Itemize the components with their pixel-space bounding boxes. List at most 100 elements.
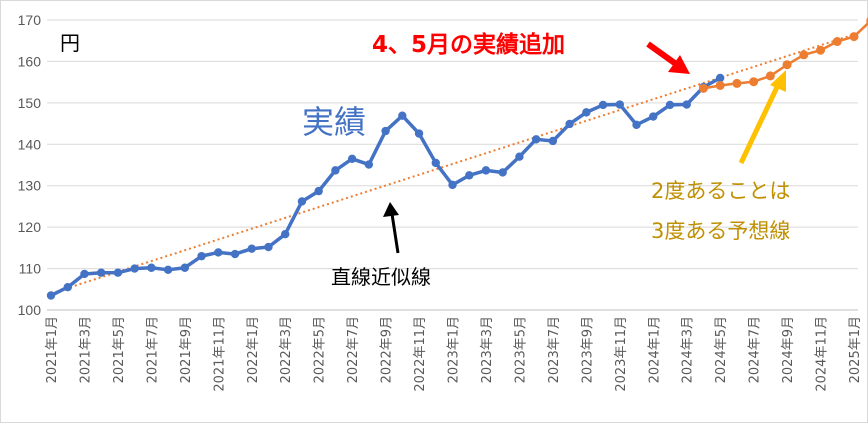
actual-series-point: [448, 180, 457, 190]
x-tick-label: 2021年7月: [145, 316, 160, 383]
actual-series-point: [565, 119, 574, 129]
annotations: 円 実績 4、5月の実績追加 直線近似線 2度あることは 3度ある予想線: [60, 31, 790, 289]
actual-series-point: [682, 100, 691, 109]
actual-series-point: [364, 160, 374, 169]
actual-series-point: [465, 171, 474, 180]
actual-series-point: [649, 112, 658, 121]
y-tick-label: 110: [19, 261, 42, 277]
x-tick-label: 2023年11月: [614, 316, 629, 392]
actual-series-point: [163, 265, 173, 275]
x-tick-label: 2021年3月: [78, 316, 93, 383]
unit-label: 円: [60, 33, 80, 55]
x-tick-label: 2024年7月: [748, 316, 763, 383]
actual-series-point: [665, 100, 675, 110]
actual-series-point: [46, 291, 56, 300]
x-tick-label: 2021年5月: [112, 316, 127, 383]
actual-series-point: [598, 100, 608, 110]
trendline-arrow: [383, 202, 400, 254]
x-tick-label: 2023年3月: [480, 316, 495, 383]
actual-series-point: [214, 248, 223, 257]
x-tick-label: 2022年3月: [279, 316, 294, 383]
forecast-arrow: [738, 70, 786, 165]
actual-series-point: [582, 108, 591, 117]
actual-series-point: [230, 249, 240, 259]
actual-series-point: [96, 268, 106, 277]
actual-series-point: [548, 136, 558, 146]
added-data-label: 4、5月の実績追加: [372, 31, 565, 58]
x-tick-label: 2024年5月: [714, 316, 729, 383]
added-series-point: [816, 45, 826, 55]
actual-series-point: [197, 251, 206, 261]
series-layer: [46, 17, 868, 300]
actual-series-point: [180, 263, 190, 272]
added-series-point: [799, 50, 809, 60]
x-tick-label: 2023年1月: [447, 316, 462, 383]
added-series-point: [732, 78, 742, 88]
x-tick-label: 2024年1月: [647, 316, 662, 383]
actual-series-point: [347, 154, 357, 163]
x-tick-label: 2021年11月: [212, 316, 227, 392]
x-tick-label: 2022年11月: [413, 316, 428, 392]
actual-series-point: [515, 152, 524, 161]
actual-series-point: [130, 264, 139, 273]
actual-series-point: [113, 268, 123, 277]
actual-series-point: [615, 100, 624, 109]
y-tick-label: 130: [18, 178, 42, 194]
actual-series-point: [247, 244, 256, 253]
trendline: [50, 33, 855, 295]
actual-series-point: [80, 269, 89, 279]
actual-series-point: [498, 168, 507, 177]
added-data-arrow: [646, 41, 690, 74]
actual-series-point: [264, 242, 273, 252]
actual-series-point: [281, 229, 290, 239]
actual-series-point: [63, 283, 72, 292]
y-tick-label: 160: [18, 53, 42, 69]
x-tick-label: 2022年7月: [346, 316, 361, 383]
y-tick-label: 140: [18, 136, 42, 152]
x-axis-ticks: 2021年1月 2021年3月 2021年5月 2021年7月 2021年9月 2021年…: [45, 316, 863, 392]
x-tick-label: 2025年1月: [848, 316, 863, 383]
actual-series-point: [715, 73, 725, 83]
actual-series-point: [398, 111, 407, 120]
added-series-point: [832, 37, 842, 47]
forecast-label-line1: 2度あることは: [651, 179, 790, 203]
added-series-point: [782, 60, 792, 70]
actual-series-point: [414, 129, 424, 138]
forecast-label-line2: 3度ある予想線: [651, 219, 790, 243]
x-tick-label: 2022年5月: [313, 316, 328, 383]
added-series-point: [765, 71, 775, 81]
y-tick-label: 170: [18, 12, 42, 28]
actual-series-point: [381, 126, 390, 136]
actual-series-point: [632, 120, 641, 130]
x-tick-label: 2023年9月: [580, 316, 595, 383]
actual-series-point: [297, 197, 307, 206]
y-tick-label: 100: [18, 302, 42, 318]
actual-series-point: [431, 158, 440, 168]
x-tick-label: 2024年11月: [815, 316, 830, 392]
x-tick-label: 2024年9月: [781, 316, 796, 383]
actual-series-point: [481, 166, 491, 175]
actual-series-point: [147, 263, 156, 272]
trendline-label: 直線近似線: [331, 265, 431, 289]
y-axis-ticks: 100 110 120 130 140 150 160 170: [18, 12, 42, 318]
trendline-layer: [50, 33, 855, 295]
x-tick-label: 2021年1月: [45, 316, 60, 383]
actual-series-point: [531, 135, 541, 144]
actual-series-label: 実績: [302, 103, 366, 141]
x-tick-label: 2021年9月: [179, 316, 194, 383]
added-series-point: [715, 80, 725, 90]
x-tick-label: 2023年5月: [513, 316, 528, 383]
actual-series-point: [314, 186, 323, 196]
y-tick-label: 150: [18, 95, 42, 111]
x-tick-label: 2022年9月: [380, 316, 395, 383]
x-tick-label: 2024年3月: [681, 316, 696, 383]
y-tick-label: 120: [18, 219, 42, 235]
x-tick-label: 2022年1月: [246, 316, 261, 383]
actual-series-point: [331, 166, 340, 175]
added-series-point: [849, 32, 859, 42]
x-tick-label: 2023年7月: [547, 316, 562, 383]
added-series-point: [749, 77, 759, 87]
